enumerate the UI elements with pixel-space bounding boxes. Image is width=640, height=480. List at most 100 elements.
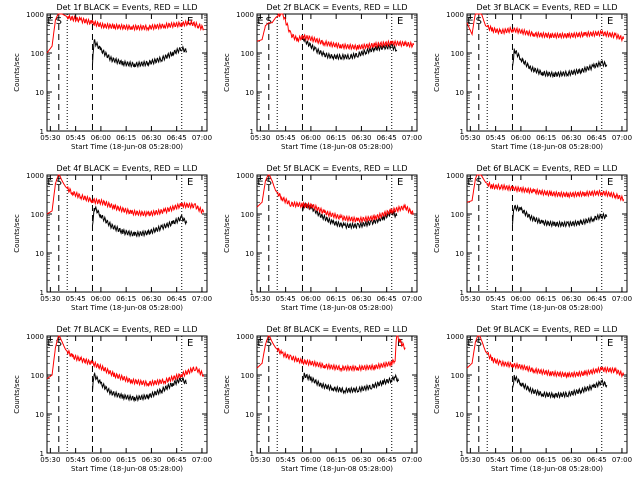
event-marker-label: S [266, 16, 272, 27]
x-tick-label: 05:45 [276, 295, 296, 303]
x-tick-label: 06:30 [351, 295, 371, 303]
event-marker-label: E [397, 338, 403, 349]
x-tick-label: 06:45 [167, 134, 187, 142]
y-tick-label: 1 [250, 128, 254, 136]
y-tick-label: 10 [35, 89, 44, 97]
y-tick-label: 1000 [236, 172, 254, 180]
plot-frame [466, 13, 628, 132]
y-tick-label: 10 [455, 411, 464, 419]
x-tick-label: 07:00 [192, 456, 212, 464]
x-tick-label: 06:45 [167, 456, 187, 464]
y-tick-label: 1 [40, 289, 44, 297]
event-marker-label: E [257, 16, 263, 27]
x-tick-label: 06:00 [91, 456, 111, 464]
chart-panel-9: Det 9f BLACK = Events, RED = LLD 1 10 100 10… [433, 325, 632, 473]
event-marker-label: E [257, 338, 263, 349]
x-tick-label: 05:30 [40, 134, 60, 142]
events-series-line [302, 35, 398, 61]
y-axis-label: Counts/sec [433, 375, 441, 414]
x-tick-label: 06:15 [116, 134, 136, 142]
y-axis-label: Counts/sec [13, 375, 21, 414]
x-tick-label: 06:00 [511, 456, 531, 464]
chart-panel-5: Det 5f BLACK = Events, RED = LLD 1 10 100 10… [223, 164, 422, 312]
x-tick-label: 05:30 [460, 295, 480, 303]
event-marker-label: S [476, 177, 482, 188]
x-axis-label: Start Time (18-Jun-08 05:28:00) [491, 465, 603, 473]
lld-series-line [46, 174, 205, 218]
plot-frame [46, 174, 208, 293]
chart-title: Det 2f BLACK = Events, RED = LLD [266, 3, 407, 12]
x-tick-label: 05:45 [66, 456, 86, 464]
x-tick-label: 07:00 [612, 134, 632, 142]
y-tick-label: 10 [245, 89, 254, 97]
x-tick-label: 07:00 [192, 134, 212, 142]
y-tick-label: 100 [241, 211, 254, 219]
y-axis-label: Counts/sec [223, 53, 231, 92]
x-axis-label: Start Time (18-Jun-08 05:28:00) [491, 304, 603, 312]
event-marker-label: E [187, 177, 193, 188]
y-axis-label: Counts/sec [13, 53, 21, 92]
x-tick-label: 07:00 [612, 456, 632, 464]
plot-frame [466, 174, 628, 293]
y-tick-label: 100 [31, 372, 44, 380]
event-marker-label: E [47, 16, 53, 27]
y-tick-label: 1 [460, 450, 464, 458]
x-tick-label: 06:00 [301, 134, 321, 142]
x-tick-label: 05:45 [486, 134, 506, 142]
y-axis-label: Counts/sec [433, 214, 441, 253]
x-tick-label: 06:15 [536, 456, 556, 464]
event-marker-label: E [467, 177, 473, 188]
y-tick-label: 1 [460, 128, 464, 136]
chart-panel-8: Det 8f BLACK = Events, RED = LLD 1 10 100 10… [223, 325, 422, 473]
x-tick-label: 06:15 [536, 134, 556, 142]
chart-title: Det 4f BLACK = Events, RED = LLD [56, 164, 197, 173]
x-tick-label: 05:30 [250, 456, 270, 464]
x-tick-label: 07:00 [402, 456, 422, 464]
x-tick-label: 06:45 [377, 456, 397, 464]
event-marker-label: S [266, 338, 272, 349]
events-series-line [302, 372, 399, 395]
chart-title: Det 5f BLACK = Events, RED = LLD [266, 164, 407, 173]
event-marker-label: E [187, 338, 193, 349]
lld-series-line [466, 13, 625, 43]
event-marker-label: E [397, 177, 403, 188]
x-tick-label: 06:30 [141, 456, 161, 464]
events-series-line [512, 48, 608, 79]
x-tick-label: 05:45 [486, 456, 506, 464]
lld-series-line [256, 174, 414, 224]
y-tick-label: 1 [40, 128, 44, 136]
y-tick-label: 1 [40, 450, 44, 458]
x-axis-label: Start Time (18-Jun-08 05:28:00) [71, 304, 183, 312]
event-marker-label: E [607, 177, 613, 188]
x-tick-label: 06:45 [587, 134, 607, 142]
x-tick-label: 05:30 [460, 456, 480, 464]
plot-frame [466, 335, 628, 454]
y-tick-label: 100 [451, 211, 464, 219]
lld-series-line [256, 335, 406, 373]
y-tick-label: 100 [241, 50, 254, 58]
event-marker-label: S [476, 16, 482, 27]
event-marker-label: E [467, 338, 473, 349]
x-tick-label: 06:30 [561, 134, 581, 142]
y-tick-label: 1 [250, 289, 254, 297]
event-marker-label: E [257, 177, 263, 188]
y-tick-label: 1000 [446, 333, 464, 341]
x-tick-label: 05:30 [40, 295, 60, 303]
x-tick-label: 06:30 [561, 295, 581, 303]
y-tick-label: 1000 [26, 11, 44, 19]
y-tick-label: 100 [451, 372, 464, 380]
x-axis-label: Start Time (18-Jun-08 05:28:00) [281, 304, 393, 312]
x-tick-label: 06:30 [351, 456, 371, 464]
x-tick-label: 06:30 [141, 295, 161, 303]
x-tick-label: 05:30 [40, 456, 60, 464]
plot-frame [256, 174, 418, 293]
chart-panel-4: Det 4f BLACK = Events, RED = LLD 1 10 100 10… [13, 164, 212, 312]
x-tick-label: 06:45 [587, 295, 607, 303]
y-tick-label: 10 [245, 250, 254, 258]
x-axis-label: Start Time (18-Jun-08 05:28:00) [281, 465, 393, 473]
chart-title: Det 1f BLACK = Events, RED = LLD [56, 3, 197, 12]
x-tick-label: 05:45 [66, 134, 86, 142]
event-marker-label: S [476, 338, 482, 349]
x-tick-label: 06:00 [91, 134, 111, 142]
event-marker-label: S [56, 16, 62, 27]
